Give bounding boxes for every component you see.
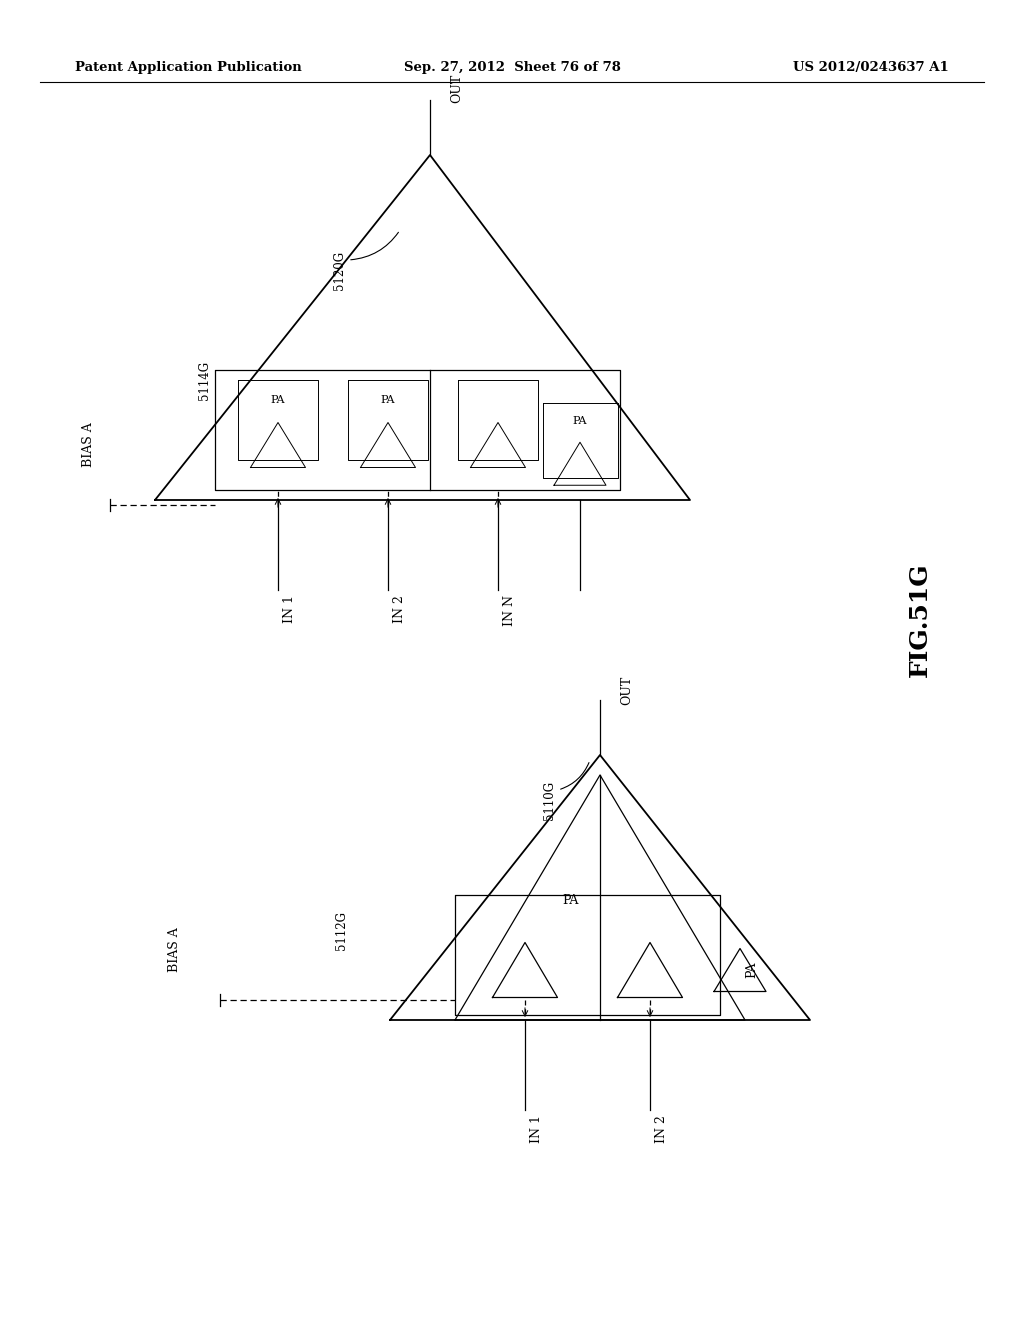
Text: IN 1: IN 1 — [530, 1115, 543, 1143]
Text: PA: PA — [270, 395, 286, 405]
Text: BIAS A: BIAS A — [82, 422, 94, 467]
Text: PA: PA — [572, 416, 587, 426]
Text: IN 1: IN 1 — [283, 595, 296, 623]
Text: US 2012/0243637 A1: US 2012/0243637 A1 — [794, 62, 949, 74]
Text: 5120G: 5120G — [333, 251, 346, 289]
Text: IN N: IN N — [503, 595, 516, 626]
Text: 5112G: 5112G — [335, 911, 348, 949]
Text: OUT: OUT — [450, 74, 463, 103]
Text: IN 2: IN 2 — [393, 595, 406, 623]
Text: IN 2: IN 2 — [655, 1115, 668, 1143]
Text: BIAS A: BIAS A — [169, 928, 181, 973]
Text: Sep. 27, 2012  Sheet 76 of 78: Sep. 27, 2012 Sheet 76 of 78 — [403, 62, 621, 74]
Text: PA: PA — [381, 395, 395, 405]
Text: Patent Application Publication: Patent Application Publication — [75, 62, 302, 74]
Text: 5114G: 5114G — [198, 360, 211, 400]
Text: 5110G: 5110G — [543, 780, 556, 820]
Text: PA: PA — [745, 962, 758, 978]
Text: FIG.51G: FIG.51G — [908, 562, 932, 677]
Text: PA: PA — [562, 894, 579, 907]
Text: OUT: OUT — [620, 676, 633, 705]
